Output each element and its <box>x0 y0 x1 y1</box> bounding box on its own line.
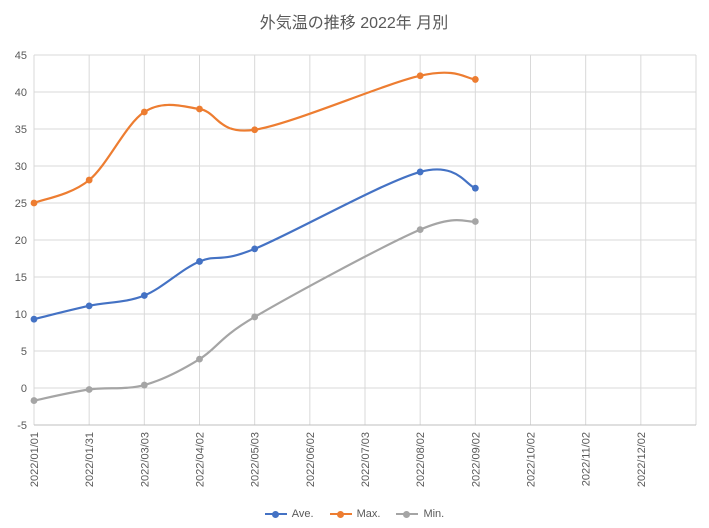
x-tick-label: 2022/03/03 <box>139 432 151 487</box>
y-tick-label: 20 <box>15 235 27 247</box>
legend-label-ave: Ave. <box>291 508 314 520</box>
data-point <box>471 184 479 192</box>
data-point <box>416 168 424 176</box>
y-tick-label: 25 <box>15 198 27 210</box>
data-point <box>85 302 93 310</box>
series-line-max <box>32 71 477 205</box>
legend-label-min: Min. <box>423 508 445 520</box>
legend: Ave. Max. Min. <box>0 508 709 520</box>
x-tick-label: 2022/08/02 <box>415 432 427 487</box>
gridlines <box>33 54 697 426</box>
legend-item-min[interactable]: Min. <box>396 508 444 520</box>
data-point <box>196 355 203 363</box>
legend-item-max[interactable]: Max. <box>329 508 381 520</box>
data-point <box>85 386 93 393</box>
series-lines <box>30 71 479 404</box>
y-tick-label: 15 <box>15 272 27 284</box>
legend-marker-max-icon <box>329 510 352 518</box>
data-point <box>251 245 259 253</box>
x-tick-label: 2022/10/02 <box>526 432 538 487</box>
y-tick-label: 10 <box>15 309 27 321</box>
data-point <box>196 258 203 265</box>
data-point <box>471 76 479 83</box>
chart-title: 外気温の推移 2022年 月別 <box>260 14 449 32</box>
y-tick-label: 0 <box>21 383 27 395</box>
x-tick-label: 2022/07/03 <box>360 432 372 487</box>
x-tick-label: 2022/06/02 <box>305 432 317 487</box>
x-tick-label: 2022/05/03 <box>250 432 262 487</box>
data-point <box>416 72 424 80</box>
data-point <box>416 226 424 234</box>
legend-marker-min-icon <box>396 510 419 518</box>
x-tick-label: 2022/04/02 <box>195 432 207 487</box>
data-point <box>85 176 93 184</box>
y-tick-label: 40 <box>15 87 27 99</box>
legend-label-max: Max. <box>356 508 381 520</box>
legend-marker-ave-icon <box>264 510 287 518</box>
data-point <box>30 315 38 323</box>
x-axis-labels: 2022/01/01 2022/01/31 2022/03/03 2022/04/02… <box>29 432 648 487</box>
legend-item-ave[interactable]: Ave. <box>264 508 314 520</box>
x-tick-label: 2022/09/02 <box>470 432 482 487</box>
data-point <box>140 292 148 299</box>
data-point <box>471 218 479 225</box>
y-tick-label: 30 <box>15 161 27 173</box>
data-point <box>30 397 38 404</box>
x-tick-label: 2022/01/01 <box>29 432 41 487</box>
y-axis-labels: -5 0 5 10 15 20 25 30 35 40 45 <box>15 50 27 432</box>
data-point <box>140 381 148 389</box>
data-point <box>251 313 259 321</box>
data-point <box>196 105 203 113</box>
y-tick-label: 5 <box>21 346 27 358</box>
x-tick-label: 2022/01/31 <box>84 432 96 487</box>
data-point <box>30 199 38 207</box>
y-tick-label: 45 <box>15 50 27 62</box>
data-point <box>251 126 259 134</box>
y-tick-label: -5 <box>17 420 27 432</box>
x-tick-label: 2022/12/02 <box>636 432 648 487</box>
x-tick-label: 2022/11/02 <box>581 432 593 486</box>
y-tick-label: 35 <box>15 124 27 136</box>
data-point <box>140 108 148 116</box>
